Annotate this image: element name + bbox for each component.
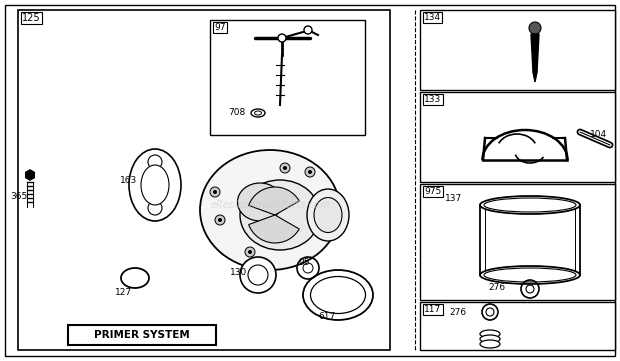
Ellipse shape	[480, 335, 500, 343]
Text: 708: 708	[228, 108, 246, 117]
Ellipse shape	[240, 180, 320, 250]
Bar	[68, 325, 216, 345]
Circle shape	[240, 257, 276, 293]
Text: 104: 104	[590, 130, 607, 139]
Circle shape	[148, 201, 162, 215]
Polygon shape	[25, 170, 34, 180]
Polygon shape	[531, 34, 539, 72]
Ellipse shape	[480, 330, 500, 338]
Bar	[420, 10, 615, 90]
Circle shape	[218, 218, 222, 222]
Ellipse shape	[141, 165, 169, 205]
Wedge shape	[249, 215, 299, 243]
Text: 617: 617	[318, 312, 335, 321]
Bar	[420, 92, 615, 182]
Bar	[210, 20, 365, 135]
Ellipse shape	[480, 266, 580, 284]
Text: eReplacementParts.com: eReplacementParts.com	[210, 200, 330, 210]
Text: 276: 276	[449, 308, 466, 317]
Ellipse shape	[311, 277, 366, 313]
Text: PRIMER SYSTEM: PRIMER SYSTEM	[94, 330, 190, 340]
Text: 276: 276	[488, 283, 505, 292]
Circle shape	[245, 247, 255, 257]
Ellipse shape	[200, 150, 340, 270]
Text: 95: 95	[298, 258, 309, 267]
Circle shape	[210, 187, 220, 197]
Text: 97: 97	[214, 23, 226, 32]
Ellipse shape	[480, 340, 500, 348]
Circle shape	[280, 163, 290, 173]
Text: 137: 137	[445, 194, 463, 203]
Wedge shape	[249, 187, 299, 215]
Text: 975: 975	[424, 187, 441, 196]
Bar	[18, 10, 390, 350]
Bar	[420, 184, 615, 300]
Text: 163: 163	[120, 176, 137, 185]
Circle shape	[213, 190, 217, 194]
Circle shape	[308, 170, 312, 174]
Polygon shape	[533, 72, 537, 82]
Ellipse shape	[129, 149, 181, 221]
Text: 133: 133	[424, 95, 441, 104]
Circle shape	[148, 155, 162, 169]
Ellipse shape	[314, 197, 342, 232]
Circle shape	[248, 265, 268, 285]
Circle shape	[529, 22, 541, 34]
Circle shape	[148, 178, 162, 192]
Text: 134: 134	[424, 13, 441, 22]
Circle shape	[248, 250, 252, 254]
Text: 127: 127	[115, 288, 132, 297]
Text: 125: 125	[22, 13, 41, 23]
Ellipse shape	[480, 196, 580, 214]
Circle shape	[215, 215, 225, 225]
Circle shape	[304, 26, 312, 34]
Bar	[420, 302, 615, 350]
Circle shape	[305, 167, 315, 177]
Text: 117: 117	[424, 305, 441, 314]
Circle shape	[283, 166, 287, 170]
Circle shape	[278, 34, 286, 42]
Text: 130: 130	[230, 268, 247, 277]
Ellipse shape	[237, 183, 283, 221]
Ellipse shape	[307, 189, 349, 241]
Text: 365: 365	[10, 192, 27, 201]
